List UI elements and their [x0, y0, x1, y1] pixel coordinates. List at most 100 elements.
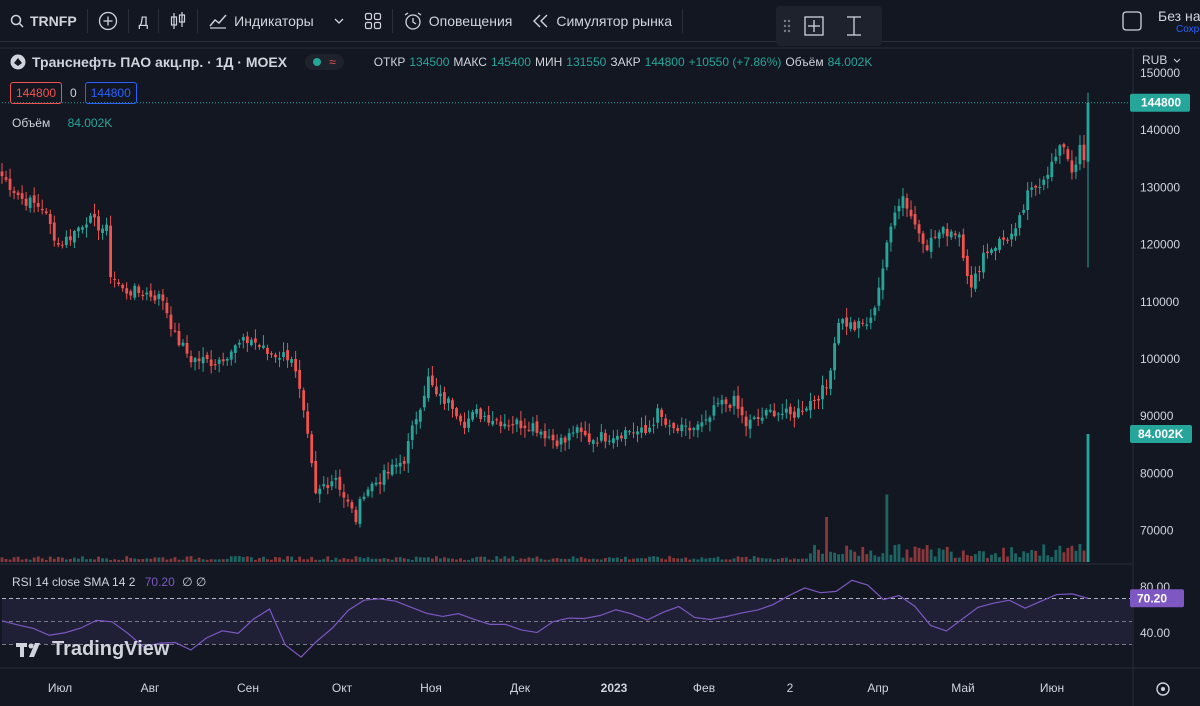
volume-bar — [949, 551, 953, 562]
volume-bar — [386, 558, 390, 562]
volume-bar — [105, 558, 108, 562]
candle-body — [169, 314, 173, 330]
candle-body — [290, 359, 294, 363]
settings-gear-icon[interactable] — [1156, 682, 1170, 696]
candle-body — [1038, 186, 1042, 189]
volume-bar — [664, 559, 668, 562]
volume-bar — [97, 556, 100, 562]
candle-body — [559, 437, 563, 445]
indicator-chart-icon — [208, 12, 228, 30]
candle-body — [720, 399, 724, 405]
volume-bar — [503, 556, 507, 562]
candle-body — [1062, 144, 1066, 148]
candle-body — [937, 232, 941, 239]
volume-bar — [113, 559, 117, 562]
candle-body — [459, 415, 462, 422]
candle-body — [326, 484, 330, 488]
volume-bar — [990, 554, 993, 562]
candle-body — [708, 417, 712, 422]
candle-body — [857, 320, 861, 329]
measure-range-icon[interactable] — [796, 14, 832, 38]
volume-bar — [748, 559, 752, 562]
rsi-last-badge — [1130, 589, 1184, 608]
candle-body — [885, 242, 889, 268]
candle-body — [278, 358, 281, 360]
candle-body — [241, 337, 245, 341]
alerts-button[interactable]: Оповещения — [393, 0, 523, 42]
candle-body — [893, 212, 897, 226]
drag-handle-icon[interactable] — [782, 18, 792, 34]
volume-bar — [660, 558, 664, 562]
volume-bar — [125, 556, 129, 562]
candle-body — [382, 470, 386, 485]
compare-button[interactable] — [88, 0, 128, 42]
candle-body — [342, 492, 346, 498]
candle-body — [519, 420, 523, 429]
candle-body — [724, 399, 728, 405]
checkbox-icon[interactable] — [1122, 11, 1142, 31]
volume-bar — [36, 556, 40, 562]
simulator-button[interactable]: Симулятор рынка — [522, 0, 682, 42]
candle-body — [346, 499, 350, 502]
candle-body — [8, 178, 12, 190]
indicators-button[interactable]: Индикаторы — [198, 0, 354, 42]
candle-body — [72, 230, 76, 243]
volume-bar — [897, 544, 901, 562]
candle-body — [354, 509, 358, 523]
price-tick-label: 130000 — [1140, 180, 1180, 194]
time-tick-label: Июл — [48, 681, 72, 695]
volume-bar — [607, 557, 611, 562]
candle-body — [712, 405, 716, 416]
volume-bar — [640, 558, 643, 562]
market-status-pill[interactable]: ≈ — [305, 54, 344, 70]
volume-bar — [44, 559, 48, 562]
candle-body — [426, 376, 430, 399]
volume-bar — [290, 556, 294, 562]
candle-body — [185, 342, 189, 354]
candle-body — [197, 358, 201, 362]
candle-body — [986, 251, 989, 254]
price-range-icon[interactable] — [836, 14, 872, 38]
buy-price-box[interactable]: 144800 — [84, 82, 137, 104]
volume-bar — [278, 557, 281, 562]
candle-body — [334, 478, 338, 480]
volume-bar — [583, 558, 587, 562]
candle-body — [740, 406, 744, 416]
volume-bar — [374, 558, 378, 562]
chart-type-button[interactable] — [159, 0, 197, 42]
candle-body — [768, 409, 772, 412]
tradingview-logo[interactable]: TradingView — [16, 638, 169, 661]
volume-bar — [354, 556, 358, 562]
volume-bar — [809, 553, 812, 562]
volume-bar — [410, 559, 414, 562]
volume-bar — [141, 559, 145, 562]
symbol-label: TRNFP — [30, 12, 77, 29]
symbol-search[interactable]: TRNFP — [0, 0, 87, 42]
volume-bar — [237, 556, 241, 562]
candle-body — [784, 408, 788, 413]
plus-circle-icon — [98, 11, 118, 31]
candle-body — [233, 345, 237, 353]
volume-bar — [813, 544, 816, 562]
candle-body — [77, 227, 80, 232]
time-tick-label: Апр — [867, 681, 889, 695]
candle-body — [1070, 160, 1074, 173]
volume-bar — [595, 559, 599, 562]
volume-bar — [233, 556, 237, 562]
volume-bar — [85, 559, 88, 562]
candle-body — [511, 424, 515, 426]
candle-body — [402, 461, 406, 464]
volume-bar — [941, 549, 945, 562]
volume-bar — [1082, 550, 1086, 562]
volume-bar — [366, 557, 370, 562]
interval-button[interactable]: Д — [138, 12, 149, 29]
candle-body — [1014, 228, 1018, 237]
volume-bar — [201, 559, 205, 562]
candle-body — [969, 274, 973, 288]
candle-body — [624, 430, 627, 439]
volume-bar — [89, 558, 92, 562]
save-area[interactable]: Без на Сохр — [1120, 0, 1200, 42]
templates-button[interactable] — [354, 0, 392, 42]
sell-price-box[interactable]: 144800 — [10, 82, 63, 104]
